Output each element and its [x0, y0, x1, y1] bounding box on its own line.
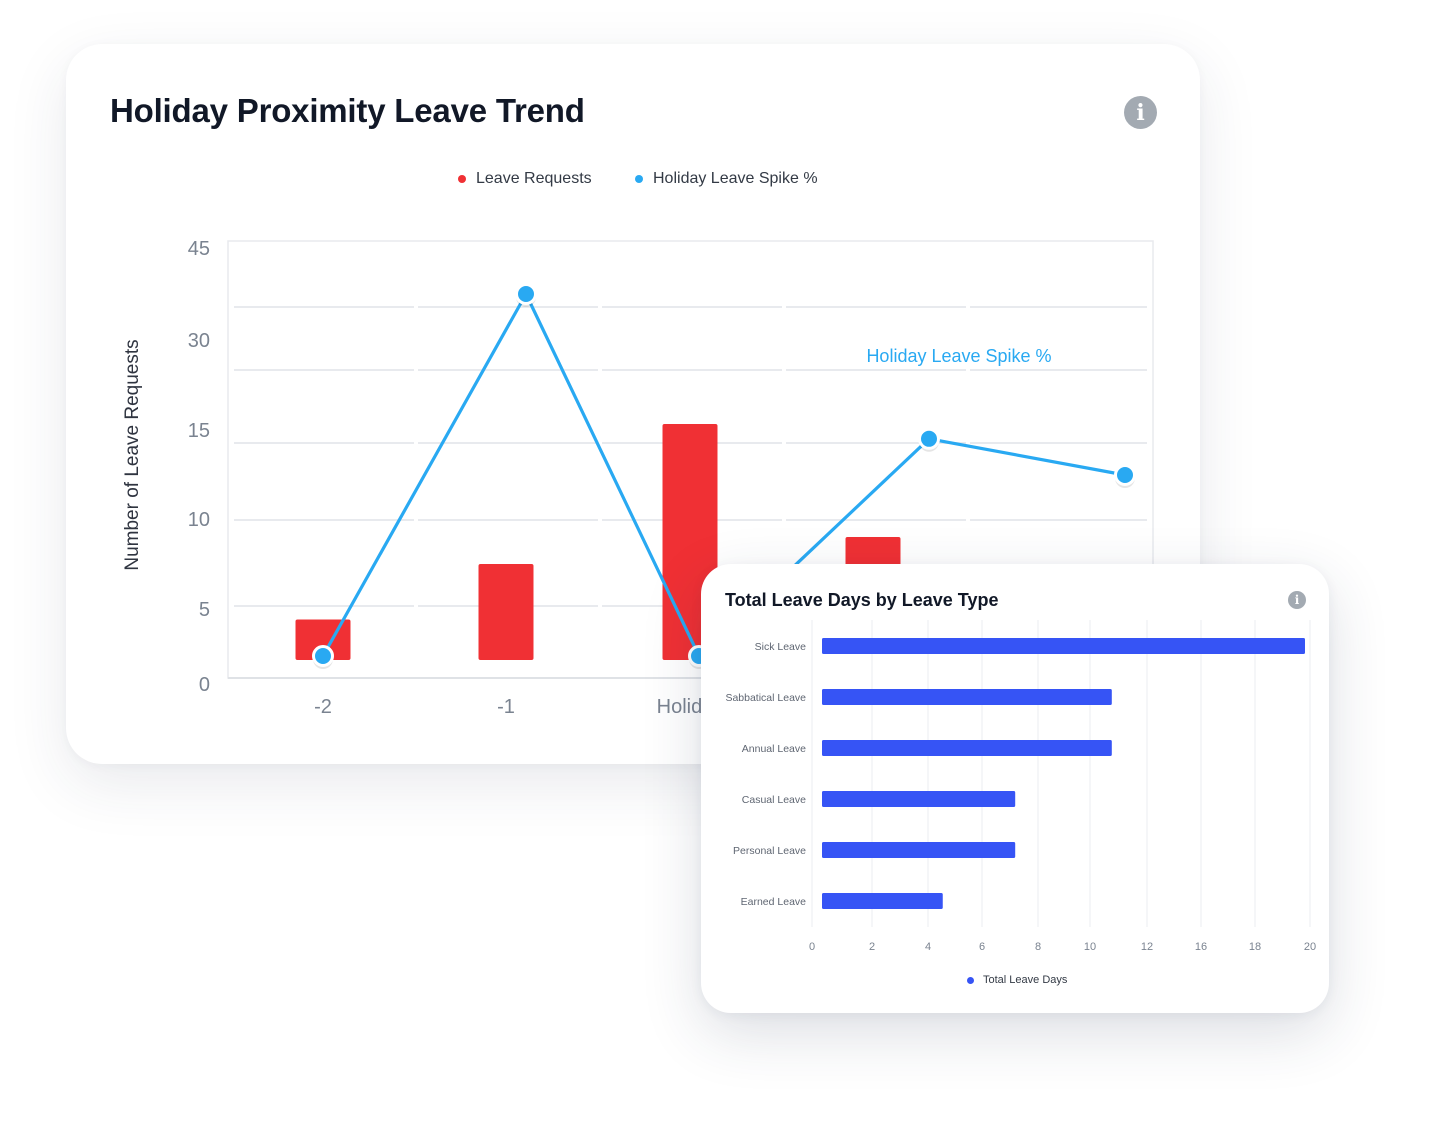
leave-requests-bar[interactable]: [478, 564, 534, 660]
info-icon[interactable]: i: [1288, 591, 1306, 609]
legend-label: Leave Requests: [476, 170, 592, 187]
leave-days-bar[interactable]: [822, 740, 1112, 756]
y-category-label: Sick Leave: [755, 641, 807, 653]
legend-dot-red: [458, 175, 466, 183]
legend-dot-blue: [635, 175, 643, 183]
legend-leave-requests[interactable]: Leave Requests: [458, 170, 592, 188]
info-icon[interactable]: i: [1124, 96, 1157, 129]
sub-chart-plot: Sick Leave Sabbatical Leave Annual Leave Ca…: [725, 620, 1316, 953]
legend-dot-blue: [967, 976, 974, 984]
leave-days-bar[interactable]: [822, 791, 1016, 807]
y-tick-label: 0: [199, 674, 210, 696]
legend-label: Holiday Leave Spike %: [653, 170, 818, 187]
x-tick-label: 12: [1141, 941, 1153, 953]
x-tick-label: 6: [979, 941, 985, 953]
x-tick-label: 18: [1249, 941, 1261, 953]
holiday-spike-point[interactable]: [1114, 464, 1136, 486]
holiday-spike-point[interactable]: [918, 427, 940, 450]
leave-days-bar[interactable]: [822, 638, 1305, 654]
y-category-label: Earned Leave: [741, 896, 807, 908]
y-axis-label: Number of Leave Requests: [122, 339, 143, 570]
y-tick-label: 15: [188, 420, 210, 442]
legend-label: Total Leave Days: [983, 974, 1068, 986]
legend-holiday-spike[interactable]: Holiday Leave Spike %: [635, 170, 818, 188]
x-tick-label: 10: [1084, 941, 1096, 953]
x-tick-label: 16: [1195, 941, 1207, 953]
y-category-label: Sabbatical Leave: [725, 692, 806, 704]
sub-chart-title: Total Leave Days by Leave Type: [725, 590, 999, 610]
y-category-label: Annual Leave: [742, 743, 806, 755]
x-tick-label: -1: [497, 696, 515, 718]
x-tick-label: 4: [925, 941, 931, 953]
holiday-spike-point[interactable]: [312, 645, 334, 667]
y-tick-label: 30: [188, 330, 210, 352]
leave-type-card: Total Leave Days by Leave Type i Total L…: [701, 564, 1329, 1013]
x-tick-label: 0: [809, 941, 815, 953]
legend-total-leave-days[interactable]: Total Leave Days: [967, 974, 1067, 986]
y-tick-label: 10: [188, 509, 210, 531]
x-tick-label: 20: [1304, 941, 1316, 953]
x-tick-label: 2: [869, 941, 875, 953]
y-category-label: Personal Leave: [733, 845, 806, 857]
series-annotation: Holiday Leave Spike %: [866, 346, 1051, 366]
holiday-trend-card: Holiday Proximity Leave Trend i Leave Re…: [66, 44, 1200, 764]
leave-days-bar[interactable]: [822, 689, 1112, 705]
x-tick-label: -2: [314, 696, 332, 718]
x-tick-label: 8: [1035, 941, 1041, 953]
leave-days-bar[interactable]: [822, 842, 1016, 858]
main-chart-title: Holiday Proximity Leave Trend: [110, 92, 585, 129]
y-tick-label: 5: [199, 599, 210, 621]
holiday-spike-point[interactable]: [515, 283, 537, 305]
y-category-label: Casual Leave: [742, 794, 806, 806]
y-tick-label: 45: [188, 238, 210, 260]
leave-days-bar[interactable]: [822, 893, 943, 909]
